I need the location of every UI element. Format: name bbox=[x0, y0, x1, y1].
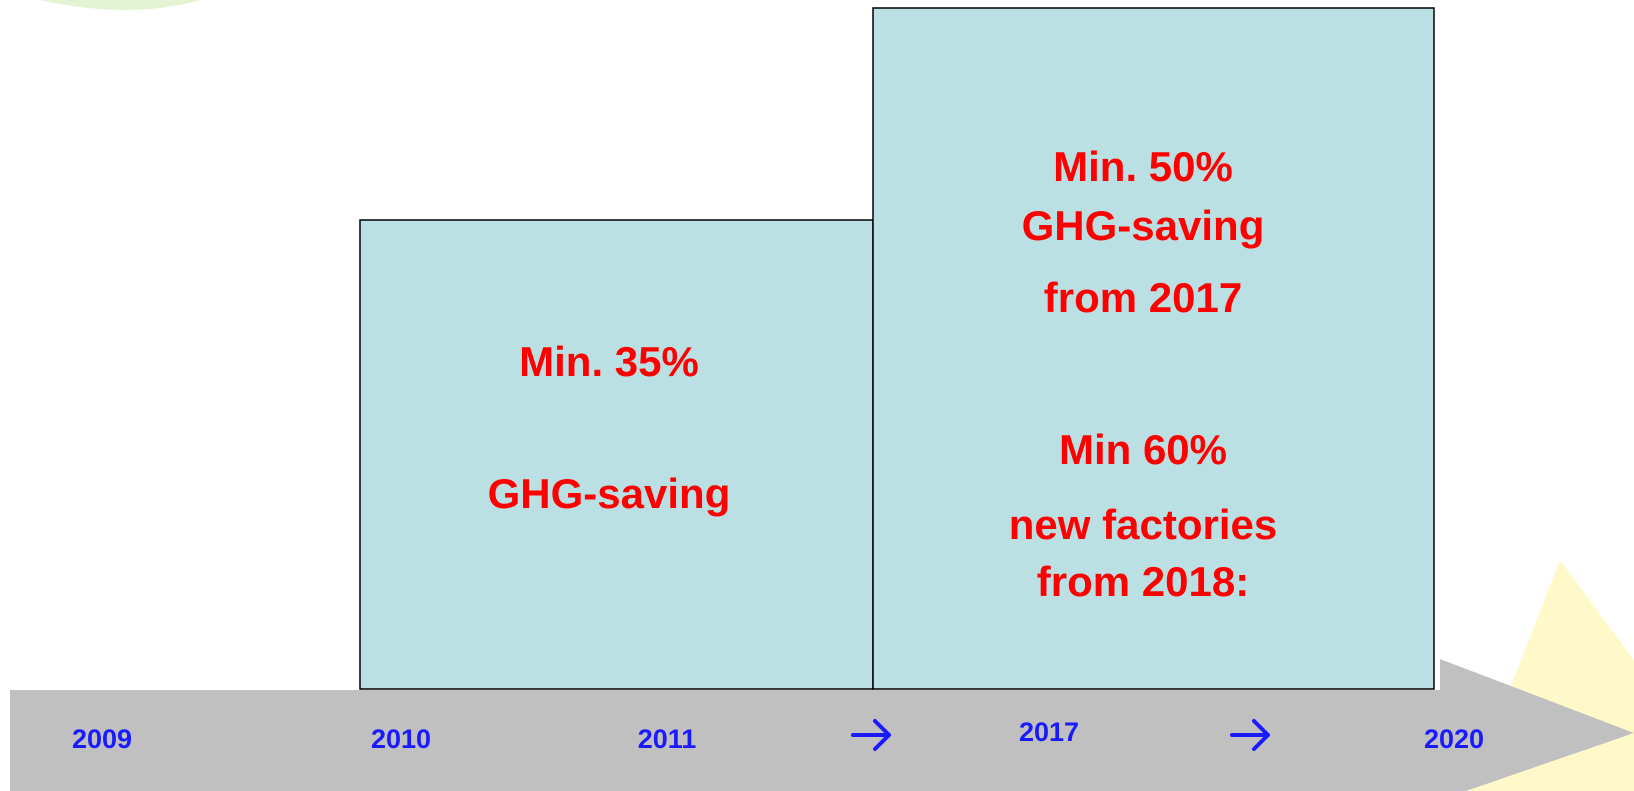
box-text: Min 60% bbox=[1059, 426, 1227, 473]
box-text: GHG-saving bbox=[1022, 202, 1265, 249]
decor-green bbox=[40, 0, 200, 10]
year-label: 2017 bbox=[1019, 717, 1079, 747]
box-text: new factories bbox=[1009, 501, 1277, 548]
year-label: 2010 bbox=[371, 724, 431, 754]
box-text: GHG-saving bbox=[488, 470, 731, 517]
box-text: from 2018: bbox=[1037, 558, 1249, 605]
box-text: Min. 50% bbox=[1053, 143, 1233, 190]
phase-box-1 bbox=[359, 219, 874, 690]
box-text: Min. 35% bbox=[519, 338, 699, 385]
timeline-arrowhead bbox=[1440, 659, 1634, 791]
phase-box-2 bbox=[872, 7, 1435, 690]
year-label: 2009 bbox=[72, 724, 132, 754]
box-text: from 2017 bbox=[1044, 274, 1242, 321]
timeline-band bbox=[10, 690, 1442, 791]
arrow-icon bbox=[1230, 719, 1270, 751]
year-label: 2020 bbox=[1424, 724, 1484, 754]
year-label: 2011 bbox=[638, 724, 697, 754]
arrow-icon bbox=[851, 719, 891, 751]
